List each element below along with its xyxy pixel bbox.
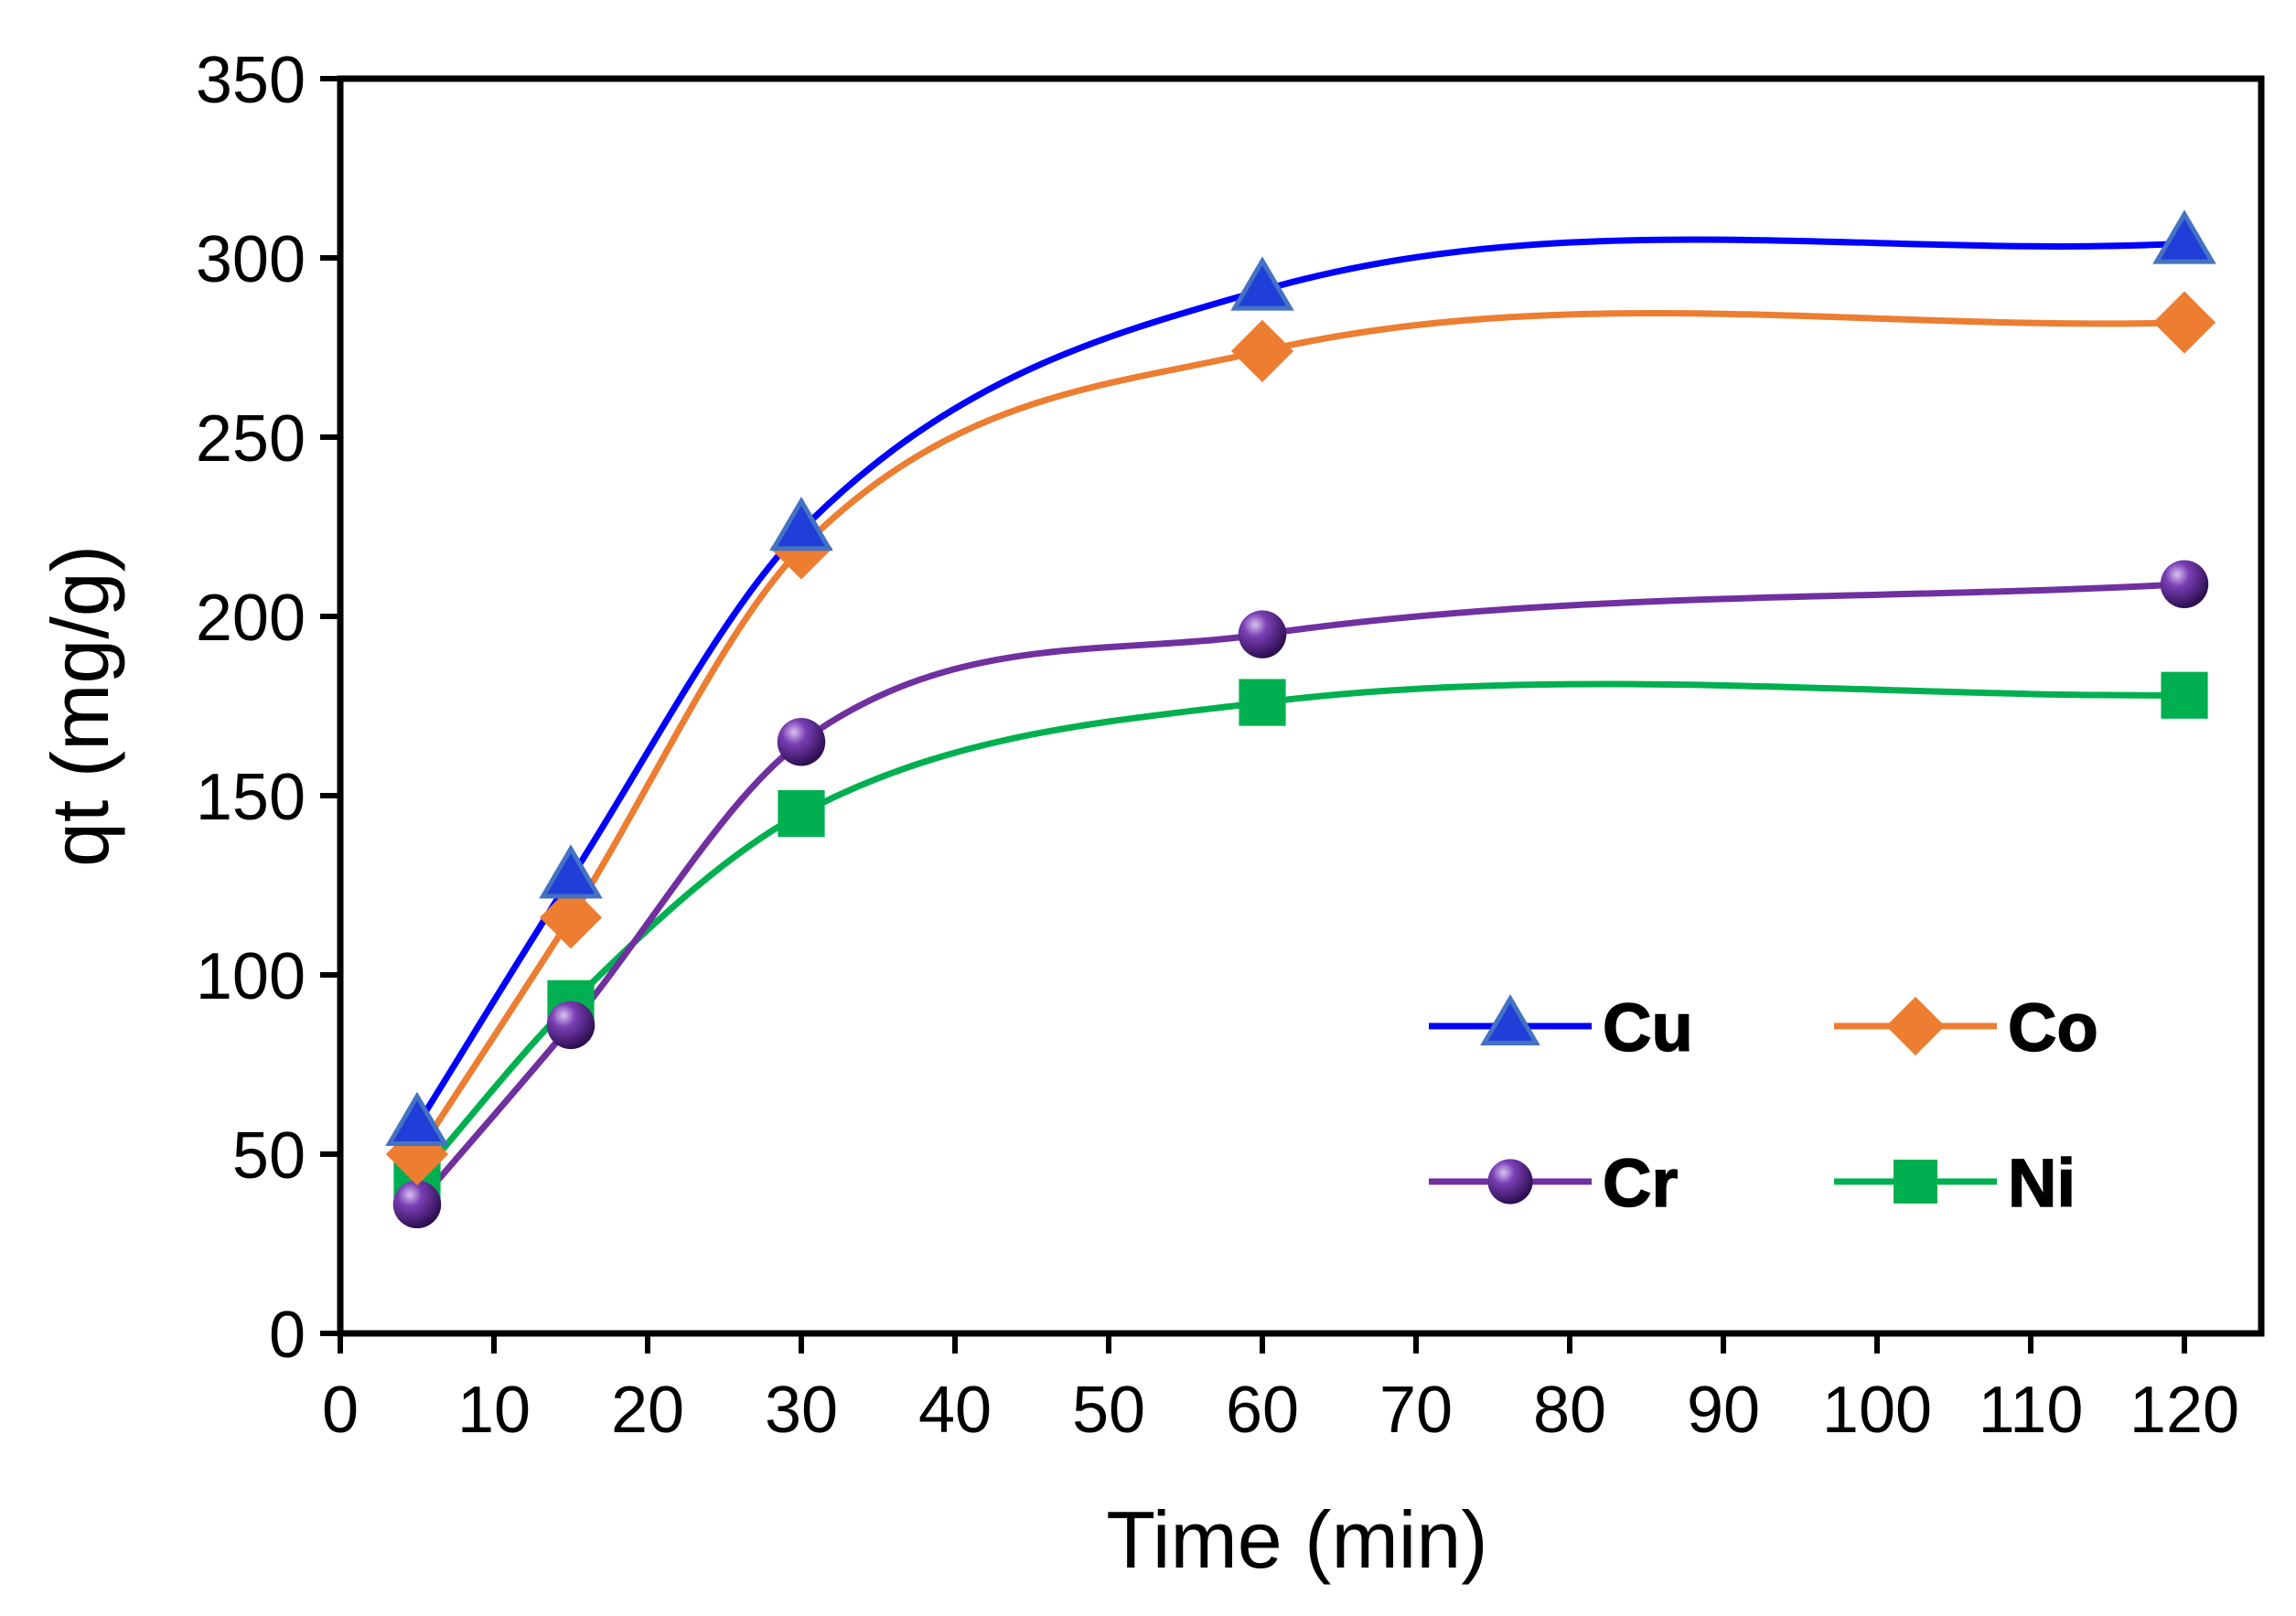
x-tick-label: 110 bbox=[1979, 1374, 2084, 1447]
legend-swatch-marker bbox=[1480, 994, 1540, 1046]
data-point-cu bbox=[1230, 256, 1294, 311]
x-tick-label: 120 bbox=[2130, 1374, 2239, 1447]
y-axis-title: qt (mg/g) bbox=[35, 545, 125, 867]
data-point-cr bbox=[777, 717, 826, 766]
plot-area bbox=[337, 75, 2265, 1337]
y-tick-label: 0 bbox=[269, 1299, 306, 1372]
series-lines bbox=[414, 236, 2185, 1207]
legend-swatch-marker bbox=[1885, 996, 1946, 1056]
legend-swatch-marker bbox=[1487, 1159, 1533, 1204]
x-tick-label: 30 bbox=[765, 1374, 838, 1447]
legend-item-cu: Cu bbox=[1429, 989, 1693, 1066]
x-axis: 0 10 20 30 40 50 60 70 80 90 100 110 120 bbox=[322, 1333, 2239, 1447]
x-tick-label: 100 bbox=[1822, 1374, 1932, 1447]
y-tick-label: 300 bbox=[196, 223, 306, 296]
legend-label: Ni bbox=[2008, 1145, 2076, 1221]
data-point-cu bbox=[539, 844, 603, 899]
data-point-cu bbox=[2152, 209, 2216, 264]
data-point-cr bbox=[392, 1180, 442, 1229]
y-axis: 0 50 100 150 200 250 300 350 bbox=[196, 44, 340, 1372]
data-point-ni bbox=[2161, 671, 2208, 719]
y-tick-label: 200 bbox=[196, 582, 306, 655]
y-tick-label: 50 bbox=[232, 1119, 306, 1193]
x-tick-label: 20 bbox=[611, 1374, 684, 1447]
legend-swatch-marker bbox=[1894, 1160, 1937, 1204]
plot-border bbox=[337, 75, 2265, 1337]
x-axis-title: Time (min) bbox=[1106, 1494, 1487, 1585]
series-line-cr bbox=[414, 581, 2185, 1207]
x-tick-label: 60 bbox=[1226, 1374, 1299, 1447]
legend-item-cr: Cr bbox=[1429, 1144, 1679, 1222]
x-tick-label: 10 bbox=[457, 1374, 531, 1447]
legend: Cu Co Cr Ni bbox=[1429, 989, 2098, 1222]
y-tick-label: 350 bbox=[196, 44, 306, 117]
data-point-co bbox=[2152, 291, 2216, 354]
data-point-cr bbox=[546, 1001, 595, 1050]
data-point-co bbox=[1230, 319, 1294, 383]
y-tick-label: 250 bbox=[196, 402, 306, 476]
series-line-co bbox=[414, 310, 2185, 1156]
legend-label: Co bbox=[2008, 990, 2098, 1065]
legend-label: Cr bbox=[1603, 1145, 1678, 1221]
series-markers bbox=[385, 209, 2216, 1229]
series-line-cu bbox=[414, 236, 2185, 1128]
x-tick-label: 40 bbox=[918, 1374, 992, 1447]
y-tick-label: 150 bbox=[196, 761, 306, 834]
series-line-ni bbox=[414, 680, 2185, 1182]
data-point-cu bbox=[769, 496, 833, 551]
x-tick-label: 70 bbox=[1379, 1374, 1453, 1447]
data-point-cu bbox=[385, 1091, 449, 1146]
data-point-cr bbox=[1238, 610, 1287, 658]
data-point-ni bbox=[778, 790, 825, 838]
legend-label: Cu bbox=[1603, 990, 1693, 1065]
data-point-ni bbox=[1239, 679, 1286, 726]
data-point-cr bbox=[2160, 560, 2209, 608]
legend-item-co: Co bbox=[1834, 989, 2098, 1066]
y-tick-label: 100 bbox=[196, 940, 306, 1013]
x-tick-label: 80 bbox=[1533, 1374, 1606, 1447]
legend-item-ni: Ni bbox=[1834, 1144, 2076, 1222]
x-tick-label: 50 bbox=[1072, 1374, 1145, 1447]
x-tick-label: 0 bbox=[322, 1374, 359, 1447]
x-tick-label: 90 bbox=[1687, 1374, 1760, 1447]
data-point-co bbox=[539, 886, 603, 949]
